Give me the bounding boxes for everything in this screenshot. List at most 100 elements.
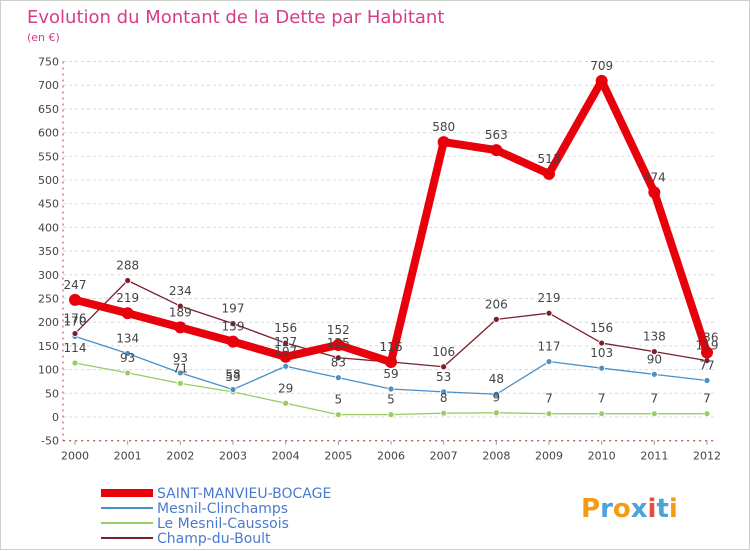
logo-letter: i — [648, 494, 657, 524]
y-tick-label: 450 — [38, 198, 59, 211]
data-label: 156 — [590, 321, 613, 335]
data-point — [227, 335, 239, 348]
legend-label: Le Mesnil-Caussois — [157, 516, 289, 532]
x-tick-label: 2000 — [61, 450, 89, 463]
y-tick-label: 650 — [38, 103, 59, 116]
data-point — [492, 315, 500, 323]
data-point — [703, 410, 711, 418]
data-point — [440, 388, 448, 396]
series-lines — [69, 74, 713, 419]
data-label: 83 — [331, 356, 346, 370]
data-label: 58 — [225, 368, 240, 382]
data-point — [595, 74, 608, 87]
data-label: 7 — [545, 392, 553, 406]
data-label: 127 — [274, 335, 297, 349]
data-point — [701, 346, 713, 359]
data-label: 170 — [64, 314, 87, 328]
data-point — [703, 377, 711, 384]
data-point — [490, 144, 503, 157]
data-point — [124, 369, 132, 377]
data-point — [282, 399, 290, 407]
data-point — [545, 410, 553, 418]
x-tick-label: 2007 — [430, 450, 458, 463]
data-point — [229, 320, 237, 328]
data-point — [492, 390, 500, 398]
data-label: 116 — [380, 340, 403, 354]
data-label: 107 — [274, 344, 297, 358]
data-point — [650, 370, 658, 378]
data-label: 117 — [538, 340, 561, 354]
y-tick-label: 200 — [38, 316, 59, 329]
data-point — [176, 369, 184, 377]
data-label: 156 — [274, 321, 297, 335]
data-label: 134 — [116, 331, 139, 345]
data-label: 219 — [538, 291, 561, 305]
data-point — [440, 409, 448, 417]
data-point — [598, 364, 606, 372]
data-label: 116 — [380, 340, 403, 354]
y-tick-label: 100 — [38, 364, 59, 377]
data-label: 7 — [651, 392, 659, 406]
data-label: 7 — [703, 392, 711, 406]
y-tick-label: 750 — [38, 56, 59, 69]
data-point — [385, 356, 397, 369]
data-label: 77 — [699, 359, 714, 373]
data-point — [282, 362, 290, 370]
data-label: 103 — [590, 346, 613, 360]
data-label: 59 — [383, 367, 398, 381]
x-tick-label: 2011 — [640, 450, 668, 463]
data-point — [543, 167, 555, 180]
data-point — [648, 186, 661, 199]
data-label: 106 — [432, 345, 455, 359]
y-tick-label: 250 — [38, 293, 59, 306]
data-label: 29 — [278, 381, 293, 395]
data-label: 119 — [696, 339, 719, 353]
chart-title: Evolution du Montant de la Dette par Hab… — [27, 7, 444, 28]
data-point — [440, 363, 448, 371]
logo-letter: P — [581, 494, 600, 524]
data-point — [121, 307, 134, 320]
data-point — [545, 358, 553, 365]
logo-letter: r — [600, 494, 613, 524]
data-label: 125 — [327, 336, 350, 350]
data-point — [598, 339, 606, 347]
series-line — [71, 76, 711, 367]
x-tick-label: 2006 — [377, 450, 405, 463]
legend-label: Mesnil-Clinchamps — [157, 501, 288, 517]
data-label: 580 — [432, 120, 455, 134]
x-tick-label: 2004 — [272, 450, 300, 463]
data-label: 219 — [116, 291, 139, 305]
data-label: 513 — [538, 152, 561, 166]
data-point — [492, 409, 500, 417]
data-label: 8 — [440, 391, 448, 405]
x-tick-label: 2009 — [535, 450, 563, 463]
data-label: 197 — [222, 302, 245, 316]
legend-label: Champ-du-Boult — [157, 531, 271, 547]
y-tick-label: 300 — [38, 269, 59, 282]
data-point — [650, 348, 658, 355]
data-point — [174, 321, 187, 334]
data-point — [124, 277, 132, 284]
y-tick-label: 500 — [38, 174, 59, 187]
y-tick-label: 400 — [38, 221, 59, 234]
data-point — [279, 350, 292, 363]
data-label: 288 — [116, 258, 139, 272]
data-label: 709 — [590, 59, 613, 73]
data-label: 152 — [327, 323, 350, 337]
data-point — [387, 385, 395, 393]
data-point — [229, 386, 237, 393]
data-point — [598, 410, 606, 418]
data-label: 53 — [436, 370, 451, 384]
data-label: 474 — [643, 170, 666, 184]
data-label: 93 — [120, 351, 135, 365]
y-tick-label: 700 — [38, 79, 59, 92]
axes: -50 0 50 100 150 200 250 300 350 400 450 500 550 600 6… — [38, 56, 721, 463]
y-tick-label: -50 — [41, 435, 59, 448]
y-tick-label: 0 — [52, 411, 59, 424]
y-tick-label: 350 — [38, 245, 59, 258]
data-label: 234 — [169, 284, 192, 298]
data-point — [334, 354, 342, 362]
data-label: 138 — [643, 330, 666, 344]
data-label: 189 — [169, 305, 192, 319]
